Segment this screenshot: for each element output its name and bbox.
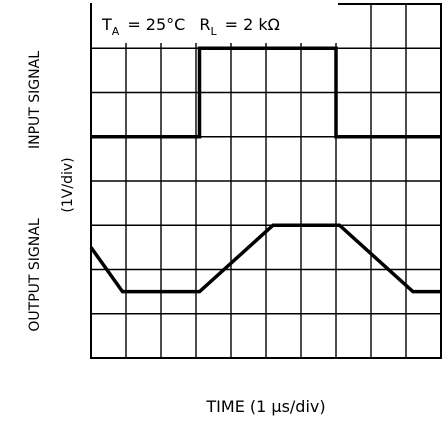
y-axis-scale-label: (1V/div) — [60, 157, 76, 212]
x-axis-label: TIME (1 μs/div) — [205, 397, 325, 416]
input-signal-trace — [91, 46, 441, 139]
y-axis-label-input: INPUT SIGNAL — [27, 51, 43, 149]
y-axis-label-output: OUTPUT SIGNAL — [27, 218, 43, 331]
grid — [90, 3, 442, 359]
signal-traces — [89, 46, 441, 294]
annotation-box — [92, 3, 338, 43]
annotation-text: TA = 25°C RL = 2 kΩ — [101, 15, 280, 38]
output-signal-trace — [89, 223, 441, 294]
